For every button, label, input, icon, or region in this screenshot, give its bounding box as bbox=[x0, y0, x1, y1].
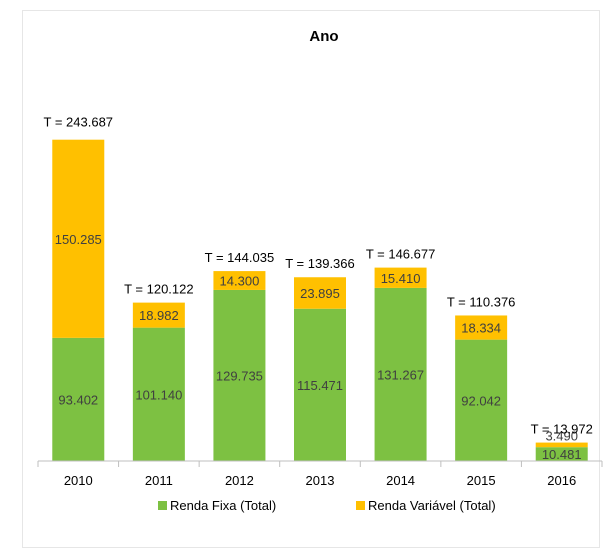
x-tick-label: 2013 bbox=[306, 473, 335, 488]
bar-value-label: 150.285 bbox=[55, 232, 102, 247]
bar-value-label: 92.042 bbox=[461, 393, 501, 408]
bar-renda-fixa-2011 bbox=[132, 327, 185, 461]
bar-value-label: 101.140 bbox=[135, 387, 182, 402]
x-tick-label: 2010 bbox=[64, 473, 93, 488]
bar-renda-fixa-2014 bbox=[374, 287, 427, 461]
total-label: T = 139.366 bbox=[285, 256, 355, 271]
bar-renda-variavel-2016 bbox=[535, 442, 588, 448]
bar-value-label: 15.410 bbox=[381, 271, 421, 286]
legend-label: Renda Variável (Total) bbox=[368, 498, 496, 513]
chart-title: Ano bbox=[309, 28, 338, 45]
bar-renda-variavel-2013 bbox=[294, 277, 346, 309]
x-tick-label: 2012 bbox=[225, 473, 254, 488]
bars-layer: 93.402 150.285 T = 243.687 101.140 18.982 T =… bbox=[44, 115, 593, 462]
bar-renda-variavel-2015 bbox=[455, 315, 508, 340]
bar-value-label: 129.735 bbox=[216, 368, 263, 383]
bar-value-label: 93.402 bbox=[58, 392, 98, 407]
bar-value-label: 10.481 bbox=[542, 447, 582, 462]
bar-renda-variavel-2012 bbox=[213, 271, 266, 290]
bar-value-label: 23.895 bbox=[300, 286, 340, 301]
x-tick-label: 2016 bbox=[547, 473, 576, 488]
x-tick-label: 2015 bbox=[467, 473, 496, 488]
bar-renda-fixa-2013 bbox=[294, 308, 346, 461]
bar-renda-fixa-2010 bbox=[52, 337, 105, 461]
x-axis-ticks: 2010 2011 2012 2013 2014 2015 2016 bbox=[37, 461, 603, 488]
bar-value-label: 18.982 bbox=[139, 308, 179, 323]
x-tick-label: 2014 bbox=[386, 473, 415, 488]
total-label: T = 110.376 bbox=[447, 294, 516, 309]
x-tick-label: 2011 bbox=[145, 473, 173, 488]
total-label: T = 13.972 bbox=[531, 422, 593, 437]
bar-renda-fixa-2012 bbox=[213, 289, 266, 461]
bar-renda-variavel-2010 bbox=[52, 139, 105, 338]
bar-renda-fixa-2015 bbox=[455, 339, 508, 461]
bar-value-label: 131.267 bbox=[377, 367, 424, 382]
legend: Renda Fixa (Total) Renda Variável (Total) bbox=[158, 498, 496, 513]
bar-value-label: 14.300 bbox=[220, 274, 260, 289]
bar-value-label: 3.490 bbox=[545, 429, 578, 444]
total-label: T = 146.677 bbox=[366, 247, 436, 262]
bar-renda-variavel-2011 bbox=[132, 302, 185, 328]
legend-label: Renda Fixa (Total) bbox=[170, 498, 276, 513]
bar-renda-fixa-2016 bbox=[535, 447, 588, 461]
bar-renda-variavel-2014 bbox=[374, 267, 427, 288]
bar-value-label: 115.471 bbox=[297, 378, 343, 393]
bar-value-label: 18.334 bbox=[461, 321, 501, 336]
total-label: T = 144.035 bbox=[205, 250, 275, 265]
total-label: T = 243.687 bbox=[44, 115, 114, 130]
legend-swatch bbox=[356, 501, 365, 510]
legend-swatch bbox=[158, 501, 167, 510]
total-label: T = 120.122 bbox=[124, 282, 194, 297]
